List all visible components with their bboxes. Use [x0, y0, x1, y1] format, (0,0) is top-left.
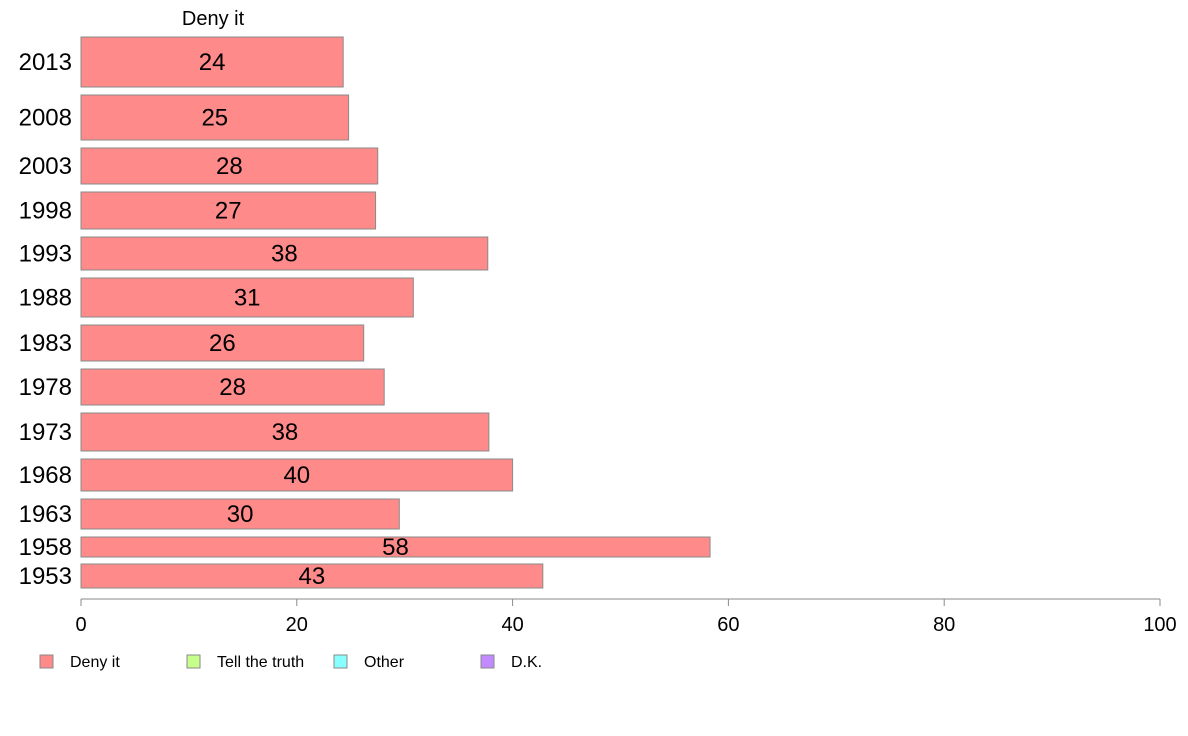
legend-swatch-0	[39, 654, 54, 669]
category-label-1993: 1993	[19, 241, 72, 268]
value-label-1953: 43	[299, 563, 326, 590]
bar-1958	[80, 536, 711, 558]
value-label-2013: 24	[199, 49, 226, 76]
x-tick-label-0: 0	[75, 614, 86, 636]
value-label-2008: 25	[201, 105, 228, 132]
bar-1973	[80, 412, 490, 452]
value-label-2003: 28	[216, 153, 243, 180]
x-tick-label-100: 100	[1143, 614, 1176, 636]
category-label-1978: 1978	[19, 374, 72, 401]
category-label-1988: 1988	[19, 285, 72, 312]
bar-1978	[80, 368, 385, 406]
legend-label-3: D.K.	[511, 654, 542, 671]
value-label-1993: 38	[271, 241, 298, 268]
bar-1993	[80, 236, 489, 271]
value-label-1958: 58	[382, 534, 409, 561]
x-tick-label-60: 60	[717, 614, 739, 636]
x-axis: 0 20 40 60 80 100	[75, 598, 1177, 636]
legend-label-0: Deny it	[70, 654, 120, 671]
category-label-1973: 1973	[19, 419, 72, 446]
category-label-2013: 2013	[19, 49, 72, 76]
x-tick-label-80: 80	[933, 614, 955, 636]
x-tick-label-20: 20	[286, 614, 308, 636]
category-label-1958: 1958	[19, 534, 72, 561]
bar-1968	[80, 458, 514, 492]
bar-2008	[80, 94, 350, 141]
bar-1963	[80, 498, 400, 530]
value-label-1988: 31	[234, 285, 261, 312]
bar-1983	[80, 324, 365, 362]
value-label-1963: 30	[227, 501, 254, 528]
bar-1988	[80, 277, 414, 318]
category-label-1968: 1968	[19, 462, 72, 489]
legend-label-1: Tell the truth	[217, 654, 304, 671]
value-label-1973: 38	[272, 419, 299, 446]
value-label-1968: 40	[283, 462, 310, 489]
legend-swatch-3	[480, 654, 495, 669]
x-tick-label-40: 40	[501, 614, 523, 636]
bar-1998	[80, 191, 377, 230]
panel-title: Deny it	[182, 8, 245, 30]
legend-swatch-2	[333, 654, 348, 669]
legend-swatch-1	[186, 654, 201, 669]
value-label-1998: 27	[215, 198, 242, 225]
legend-label-2: Other	[364, 654, 405, 671]
category-label-1998: 1998	[19, 198, 72, 225]
bar-2013	[80, 36, 344, 88]
category-label-2008: 2008	[19, 105, 72, 132]
bars-group: 2013 24 2008 25 2003 28 1998 27 1993 38 1988 31 1983…	[19, 36, 711, 590]
legend: Deny it Tell the truth Other D.K.	[39, 654, 542, 671]
bar-2003	[80, 147, 379, 185]
category-label-1953: 1953	[19, 563, 72, 590]
category-label-1983: 1983	[19, 330, 72, 357]
value-label-1978: 28	[219, 374, 246, 401]
value-label-1983: 26	[209, 330, 236, 357]
category-label-2003: 2003	[19, 153, 72, 180]
bar-1953	[80, 563, 544, 589]
category-label-1963: 1963	[19, 501, 72, 528]
